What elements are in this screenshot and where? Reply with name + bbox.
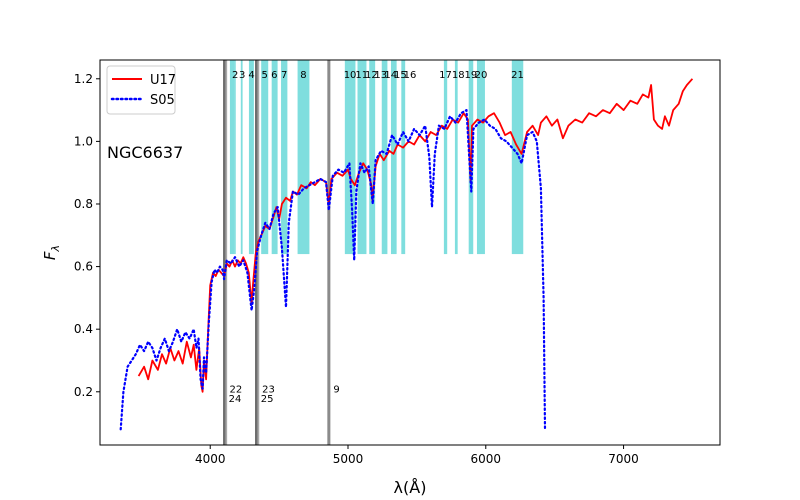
band-13 [381,60,388,255]
legend-label-S05: S05 [150,93,175,108]
line-23 [257,60,260,445]
line-label-22: 22 [229,385,242,396]
band-label-14: 14 [384,70,397,81]
band-label-12: 12 [365,70,378,81]
band-label-13: 13 [374,70,387,81]
line-24 [223,60,226,445]
x-tick-label: 5000 [333,452,364,466]
line-22 [225,60,228,445]
series-S05 [119,109,547,431]
annotation-ngc6637: NGC6637 [107,143,183,162]
band-label-10: 10 [344,70,357,81]
line-label-24: 24 [229,394,242,405]
y-tick-label: 0.8 [74,197,93,211]
band-21 [511,60,524,255]
y-tick-label: 0.4 [74,322,93,336]
band-7 [281,60,288,255]
band-3 [240,60,243,255]
y-tick-label: 1.2 [74,72,93,86]
band-label-18: 18 [452,70,465,81]
band-label-7: 7 [281,70,287,81]
line-label-23: 23 [262,385,275,396]
y-tick-label: 0.6 [74,260,93,274]
band-20 [476,60,485,255]
band-label-8: 8 [300,70,306,81]
band-11 [357,60,367,255]
band-label-11: 11 [355,70,368,81]
band-14 [390,60,397,255]
band-label-4: 4 [248,70,254,81]
plot-frame [99,59,721,446]
band-label-2: 2 [232,70,238,81]
band-label-19: 19 [465,70,478,81]
legend-label-U17: U17 [150,73,176,88]
x-tick-label: 7000 [608,452,639,466]
band-label-21: 21 [511,70,524,81]
band-5 [261,60,269,255]
line-label-9: 9 [333,385,339,396]
band-4 [248,60,254,255]
band-label-17: 17 [439,70,452,81]
y-tick-label: 0.2 [74,385,93,399]
band-2 [234,60,236,255]
band-8 [297,60,310,255]
band-6 [271,60,278,255]
band-17 [443,60,448,255]
band-label-6: 6 [271,70,277,81]
line-label-25: 25 [261,394,274,405]
band-15 [401,60,406,255]
line-9 [327,60,331,445]
band-label-16: 16 [404,70,417,81]
band-12 [369,60,376,255]
band-10 [344,60,356,255]
x-tick-label: 4000 [195,452,226,466]
band-1 [229,60,235,255]
band-label-15: 15 [394,70,407,81]
y-tick-label: 1.0 [74,134,93,148]
series-U17 [137,78,694,393]
y-axis-label: Fλ [41,245,62,260]
x-tick-label: 6000 [471,452,502,466]
band-label-5: 5 [261,70,267,81]
axes: 4000 5000 6000 7000 0.2 0.4 0.6 0.8 1.0 1.2 [74,72,639,466]
x-axis-label: λ(Å) [394,478,427,497]
band-18 [454,60,458,255]
band-label-3: 3 [239,70,245,81]
data-series [119,78,694,431]
band-label-20: 20 [475,70,488,81]
